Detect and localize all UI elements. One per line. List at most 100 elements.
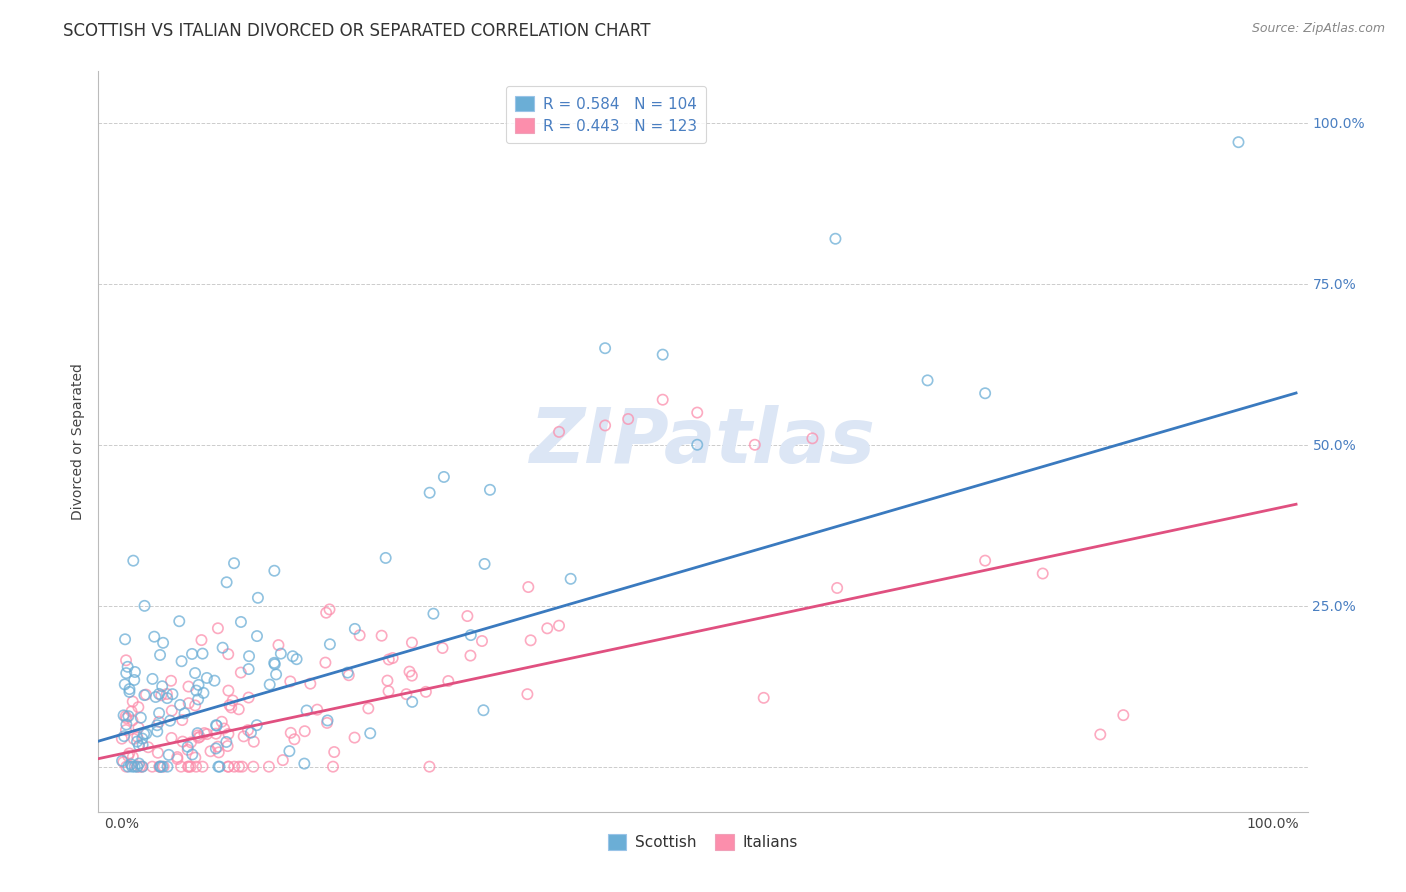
Point	[118, 682, 141, 697]
Point	[278, 674, 301, 689]
Point	[359, 726, 381, 740]
Point	[187, 678, 209, 692]
Point	[263, 657, 285, 672]
Point	[181, 647, 204, 661]
Point	[148, 687, 170, 701]
Point	[437, 673, 460, 688]
Point	[181, 747, 204, 762]
Point	[115, 723, 138, 737]
Point	[370, 629, 392, 643]
Point	[193, 726, 215, 740]
Point	[519, 633, 541, 648]
Point	[131, 738, 153, 752]
Point	[180, 735, 202, 749]
Point	[617, 412, 640, 426]
Point	[231, 759, 253, 773]
Point	[314, 656, 336, 670]
Point	[205, 719, 228, 733]
Point	[267, 638, 290, 652]
Point	[195, 671, 218, 685]
Point	[172, 713, 194, 727]
Point	[207, 759, 229, 773]
Point	[127, 721, 149, 735]
Point	[217, 759, 239, 773]
Point	[121, 714, 143, 728]
Point	[228, 759, 250, 773]
Point	[156, 759, 179, 773]
Point	[229, 665, 252, 680]
Point	[186, 726, 208, 740]
Point	[278, 744, 301, 758]
Point	[141, 759, 163, 773]
Point	[215, 735, 238, 749]
Point	[318, 602, 340, 616]
Point	[162, 687, 184, 701]
Point	[160, 704, 183, 718]
Legend: Scottish, Italians: Scottish, Italians	[599, 825, 807, 860]
Point	[169, 698, 191, 712]
Point	[343, 622, 366, 636]
Point	[415, 685, 437, 699]
Point	[177, 680, 200, 694]
Point	[307, 703, 329, 717]
Point	[156, 687, 179, 701]
Point	[474, 557, 496, 571]
Point	[187, 728, 209, 742]
Point	[117, 759, 139, 773]
Point	[177, 743, 200, 757]
Point	[270, 647, 292, 661]
Point	[801, 431, 824, 445]
Point	[219, 700, 242, 714]
Point	[149, 759, 172, 773]
Point	[593, 341, 616, 355]
Point	[686, 406, 709, 420]
Point	[218, 698, 240, 712]
Point	[191, 647, 214, 661]
Point	[651, 392, 673, 407]
Point	[560, 572, 582, 586]
Point	[122, 673, 145, 687]
Text: SCOTTISH VS ITALIAN DIVORCED OR SEPARATED CORRELATION CHART: SCOTTISH VS ITALIAN DIVORCED OR SEPARATE…	[63, 22, 651, 40]
Point	[295, 704, 318, 718]
Point	[471, 634, 494, 648]
Point	[752, 690, 775, 705]
Point	[173, 706, 195, 721]
Point	[224, 759, 246, 773]
Point	[744, 438, 766, 452]
Point	[548, 425, 571, 439]
Point	[433, 470, 456, 484]
Point	[179, 759, 201, 773]
Point	[378, 652, 401, 666]
Point	[121, 704, 143, 718]
Point	[283, 732, 305, 747]
Point	[418, 759, 440, 773]
Point	[280, 726, 302, 740]
Point	[120, 757, 142, 772]
Point	[381, 651, 404, 665]
Point	[152, 759, 174, 773]
Point	[229, 615, 252, 629]
Point	[118, 747, 141, 761]
Point	[974, 386, 997, 401]
Point	[121, 695, 143, 709]
Point	[825, 581, 848, 595]
Point	[217, 683, 239, 698]
Point	[292, 756, 315, 771]
Point	[148, 714, 170, 729]
Point	[824, 232, 846, 246]
Point	[115, 759, 138, 773]
Point	[118, 685, 141, 699]
Point	[217, 759, 239, 773]
Point	[177, 759, 200, 773]
Point	[322, 759, 344, 773]
Point	[146, 724, 169, 739]
Point	[150, 679, 173, 693]
Point	[150, 759, 173, 773]
Point	[517, 580, 540, 594]
Point	[145, 690, 167, 704]
Point	[111, 754, 134, 768]
Point	[377, 673, 399, 688]
Point	[184, 750, 207, 764]
Point	[401, 635, 423, 649]
Point	[217, 647, 239, 661]
